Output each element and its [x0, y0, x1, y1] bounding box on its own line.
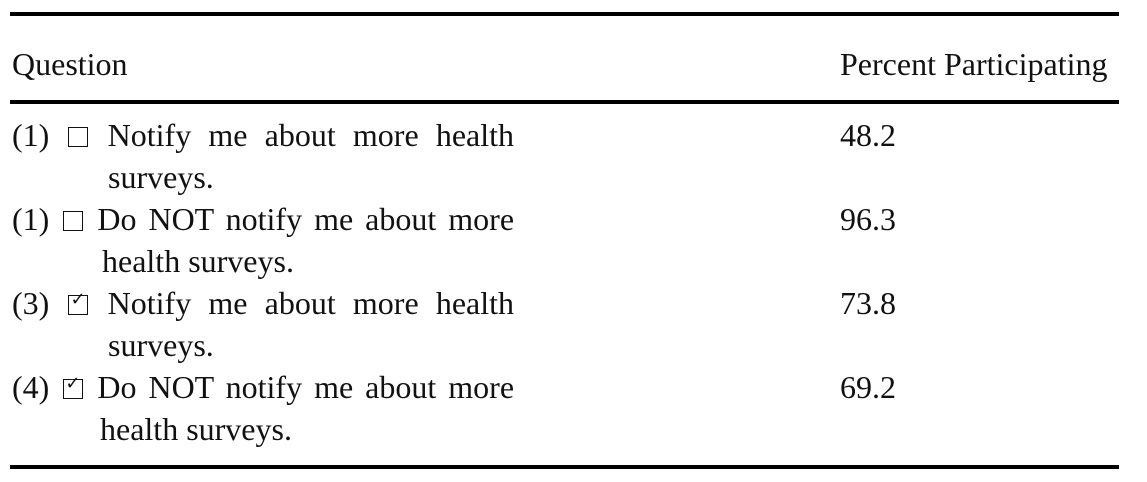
table-row: (1) Notify me about more health surveys.… — [12, 114, 1112, 198]
row-number: (3) — [12, 285, 50, 321]
row-number: (1) — [12, 117, 50, 153]
question-text-line-1: Do NOT notify me about more — [97, 201, 515, 237]
unchecked-checkbox-icon — [68, 127, 89, 147]
checked-checkbox-icon: ✓ — [63, 373, 84, 399]
question-text-line-1: Do NOT notify me about more — [97, 369, 515, 405]
percent-value: 48.2 — [840, 117, 896, 153]
question-text-line-2: surveys. — [108, 159, 214, 195]
header-percent-participating: Percent Participating — [840, 46, 1108, 82]
question-cell: (4) ✓ Do NOT notify me about more health… — [12, 366, 532, 450]
bottom-rule — [10, 465, 1119, 469]
table-row: (3) ✓ Notify me about more health survey… — [12, 282, 1112, 366]
percent-value: 73.8 — [840, 285, 896, 321]
row-number: (4) — [12, 369, 50, 405]
row-number: (1) — [12, 201, 50, 237]
top-rule — [10, 12, 1119, 16]
header-rule — [10, 100, 1119, 104]
question-cell: (1) Do NOT notify me about more health s… — [12, 198, 532, 282]
checked-checkbox-icon: ✓ — [68, 289, 89, 315]
question-text-line-2: health surveys. — [102, 243, 294, 279]
question-text-line-2: health surveys. — [100, 411, 292, 447]
unchecked-checkbox-icon — [63, 211, 84, 231]
question-text-line-1: Notify me about more health — [107, 285, 515, 321]
question-text-line-1: Notify me about more health — [107, 117, 515, 153]
header-question: Question — [12, 46, 128, 82]
question-text-line-2: surveys. — [108, 327, 214, 363]
table-row: (4) ✓ Do NOT notify me about more health… — [12, 366, 1112, 450]
table-row: (1) Do NOT notify me about more health s… — [12, 198, 1112, 282]
question-cell: (3) ✓ Notify me about more health survey… — [12, 282, 532, 366]
percent-value: 96.3 — [840, 201, 896, 237]
question-cell: (1) Notify me about more health surveys. — [12, 114, 532, 198]
percent-value: 69.2 — [840, 369, 896, 405]
